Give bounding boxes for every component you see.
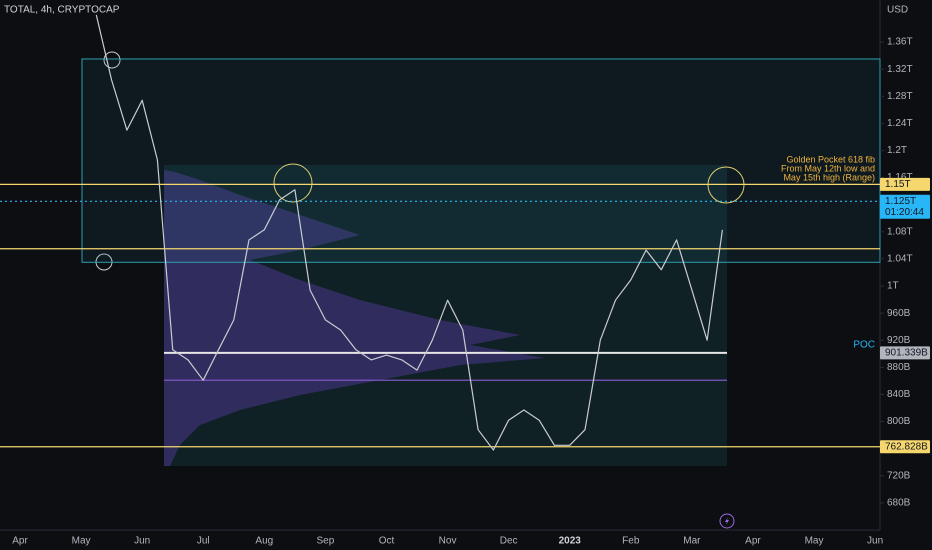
x-tick-label: Sep — [317, 536, 335, 547]
y-tick-label: 880B — [887, 362, 911, 373]
price-tag — [880, 346, 930, 360]
price-tag-label: 901.339B — [885, 348, 928, 359]
y-tick-label: 680B — [887, 498, 911, 509]
price-tag — [880, 194, 930, 219]
profile-area — [164, 165, 727, 466]
marker-circle — [273, 163, 313, 203]
y-tick-label: 1.04T — [887, 254, 913, 265]
marker-circle — [103, 51, 121, 69]
price-tag-label: 1.15T — [885, 179, 911, 190]
y-tick-label: 1.16T — [887, 172, 913, 183]
chart-title: TOTAL, 4h, CRYPTOCAP — [4, 5, 120, 16]
y-tick-label: 1.36T — [887, 37, 913, 48]
y-tick-label: 920B — [887, 335, 911, 346]
x-tick-label: Jul — [197, 536, 210, 547]
x-tick-label: Dec — [500, 536, 518, 547]
x-tick-label: Aug — [255, 536, 273, 547]
y-tick-label: 1.28T — [887, 91, 913, 102]
icon-ring[interactable] — [719, 513, 735, 529]
x-tick-label: Jun — [867, 536, 883, 547]
price-tag — [880, 440, 930, 454]
x-tick-label: Oct — [379, 536, 395, 547]
level-name: POC — [853, 340, 875, 351]
annotation: From May 12th low and — [781, 163, 875, 173]
y-tick-label: 1.2T — [887, 145, 907, 156]
y-tick-label: 1.24T — [887, 118, 913, 129]
profile-shape — [164, 170, 545, 466]
currency-label: USD — [887, 5, 908, 16]
price-tag — [880, 177, 930, 191]
lightning-icon[interactable] — [719, 513, 735, 529]
x-tick-label: Mar — [683, 536, 701, 547]
x-tick-label: Apr — [12, 536, 28, 547]
x-tick-label: 2023 — [559, 536, 582, 547]
y-tick-label: 1.32T — [887, 64, 913, 75]
y-tick-label: 840B — [887, 389, 911, 400]
x-tick-label: Feb — [622, 536, 640, 547]
x-tick-label: Apr — [745, 536, 761, 547]
price-line — [95, 14, 723, 451]
x-tick-label: Jun — [134, 536, 150, 547]
annotation: Golden Pocket 618 fib — [786, 154, 875, 164]
price-axis-bg — [880, 0, 932, 550]
annotation: May 15th high (Range) — [783, 172, 875, 182]
price-tag-label: 762.828B — [885, 441, 928, 452]
x-tick-label: May — [805, 536, 824, 547]
y-tick-label: 1T — [887, 281, 899, 292]
y-tick-label: 960B — [887, 308, 911, 319]
y-tick-label: 720B — [887, 470, 911, 481]
y-tick-label: 1.08T — [887, 226, 913, 237]
volume-profile — [164, 165, 727, 466]
range-box — [81, 58, 881, 263]
price-tag-label: 1.125T — [885, 196, 916, 207]
x-tick-label: May — [72, 536, 91, 547]
icon-bolt[interactable] — [725, 517, 729, 525]
x-tick-label: Nov — [439, 536, 457, 547]
y-tick-label: 800B — [887, 416, 911, 427]
marker-circle — [707, 166, 745, 204]
price-tag-timer: 01:20:44 — [885, 207, 924, 218]
